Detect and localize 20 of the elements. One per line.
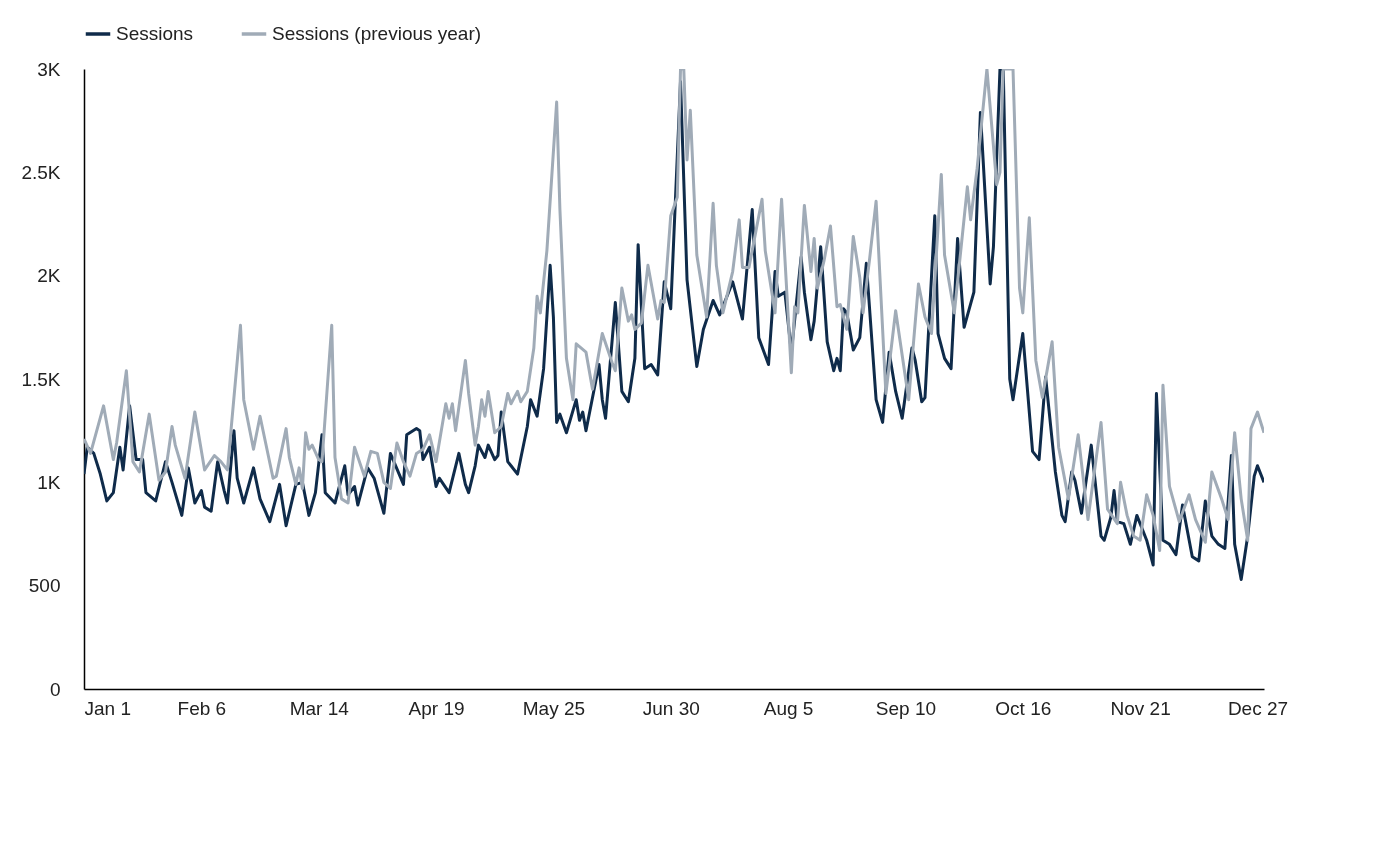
x-tick-label: May 25 bbox=[522, 697, 586, 719]
y-tick-label: 1K bbox=[37, 471, 61, 493]
x-tick-label: Aug 5 bbox=[763, 697, 814, 719]
x-tick-label: Jan 1 bbox=[84, 697, 131, 719]
x-tick-label: Feb 6 bbox=[177, 697, 227, 719]
x-tick-label: Dec 27 bbox=[1227, 697, 1289, 719]
x-tick-label: Oct 16 bbox=[995, 697, 1052, 719]
x-tick-label: Nov 21 bbox=[1110, 697, 1171, 719]
y-tick-label: 500 bbox=[28, 575, 61, 597]
x-tick-label: Sep 10 bbox=[875, 697, 937, 719]
legend-label: Sessions (previous year) bbox=[272, 23, 482, 44]
y-tick-label: 0 bbox=[49, 678, 61, 700]
x-tick-label: Jun 30 bbox=[642, 697, 700, 719]
y-tick-label: 2.5K bbox=[21, 161, 61, 183]
x-tick-label: Mar 14 bbox=[289, 697, 350, 719]
y-tick-label: 1.5K bbox=[21, 368, 61, 390]
x-tick-label: Apr 19 bbox=[408, 697, 465, 719]
y-tick-label: 2K bbox=[37, 265, 61, 287]
y-tick-label: 3K bbox=[37, 58, 61, 80]
legend-label: Sessions bbox=[116, 23, 194, 44]
